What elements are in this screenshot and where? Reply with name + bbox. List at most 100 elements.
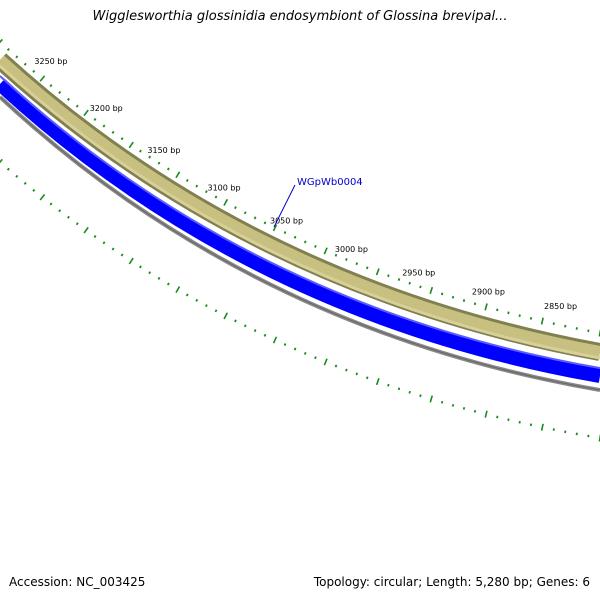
minor-tick xyxy=(365,266,369,270)
major-tick xyxy=(323,247,328,255)
minor-tick xyxy=(66,97,70,101)
minor-tick xyxy=(185,293,189,297)
major-tick xyxy=(223,198,229,206)
minor-tick xyxy=(204,190,208,194)
minor-tick xyxy=(345,368,348,372)
major-tick xyxy=(375,268,380,276)
minor-tick xyxy=(32,188,36,192)
minor-tick xyxy=(496,415,499,419)
minor-tick xyxy=(518,314,521,318)
map-title: Wigglesworthia glossinidia endosymbiont … xyxy=(92,9,508,24)
minor-tick xyxy=(473,409,477,413)
minor-tick xyxy=(243,211,247,215)
minor-tick xyxy=(157,161,161,165)
minor-tick xyxy=(462,299,466,302)
ruler-label: 3050 bp xyxy=(270,217,303,226)
gc-content-band xyxy=(0,55,600,358)
minor-tick xyxy=(185,178,189,182)
minor-tick xyxy=(355,372,359,376)
minor-tick xyxy=(75,222,79,226)
major-tick xyxy=(272,224,278,232)
minor-tick xyxy=(6,167,10,171)
major-tick xyxy=(175,286,181,293)
minor-tick xyxy=(419,285,422,289)
minor-tick xyxy=(243,324,247,328)
ruler-label: 2850 bp xyxy=(544,302,577,311)
major-tick xyxy=(83,226,89,234)
minor-tick xyxy=(15,55,19,59)
minor-tick xyxy=(293,347,297,351)
minor-tick xyxy=(552,322,555,325)
major-tick xyxy=(39,193,46,201)
minor-tick xyxy=(195,184,199,188)
minor-tick xyxy=(234,206,237,210)
minor-tick xyxy=(355,262,359,266)
forward-strand-highlight xyxy=(0,75,600,369)
minor-tick xyxy=(440,292,444,296)
minor-tick xyxy=(15,174,19,178)
minor-tick xyxy=(518,420,521,424)
minor-tick xyxy=(397,387,401,391)
minor-tick xyxy=(408,281,411,285)
minor-tick xyxy=(473,302,477,306)
minor-tick xyxy=(93,235,97,239)
major-tick xyxy=(323,358,328,366)
gene-label-wgpwb0004[interactable]: WGpWb0004 xyxy=(297,177,363,188)
gene-pointer-line xyxy=(273,184,296,228)
minor-tick xyxy=(204,304,208,308)
ruler-label: 3150 bp xyxy=(147,146,180,155)
minor-tick xyxy=(334,253,338,257)
major-tick xyxy=(128,257,134,265)
minor-tick xyxy=(6,47,10,51)
minor-tick xyxy=(387,274,390,278)
ruler-label: 3100 bp xyxy=(208,184,241,193)
minor-tick xyxy=(451,295,455,299)
minor-tick xyxy=(120,137,124,141)
minor-tick xyxy=(496,308,499,312)
minor-tick xyxy=(345,258,348,261)
major-tick xyxy=(223,312,229,320)
ruler-label: 2950 bp xyxy=(402,269,435,278)
minor-tick xyxy=(214,309,218,313)
minor-tick xyxy=(303,240,307,244)
minor-tick xyxy=(23,62,27,66)
major-tick xyxy=(375,377,380,386)
minor-tick xyxy=(529,423,533,427)
minor-tick xyxy=(507,418,510,422)
major-tick xyxy=(429,395,434,403)
minor-tick xyxy=(214,195,218,199)
minor-tick xyxy=(75,104,79,108)
minor-tick xyxy=(293,235,297,239)
minor-tick xyxy=(93,117,97,121)
major-tick xyxy=(83,109,89,117)
minor-tick xyxy=(67,215,70,219)
minor-tick xyxy=(462,407,466,410)
minor-tick xyxy=(303,351,307,355)
minor-tick xyxy=(408,390,411,394)
major-tick xyxy=(0,158,3,164)
gc-content-band-shade xyxy=(0,64,600,360)
major-tick xyxy=(39,75,46,82)
minor-tick xyxy=(111,130,115,134)
minor-tick xyxy=(32,69,36,73)
major-tick xyxy=(0,38,3,44)
minor-tick xyxy=(58,91,62,95)
minor-tick xyxy=(253,329,257,333)
minor-tick xyxy=(507,311,510,315)
minor-tick xyxy=(263,333,267,337)
minor-tick xyxy=(263,221,267,225)
accession-label: Accession: NC_003425 xyxy=(9,575,146,589)
ruler-labels: 3250 bp 3200 bp 3150 bp 3100 bp 3050 bp 3000 … xyxy=(34,57,577,311)
minor-tick xyxy=(283,343,287,347)
minor-tick xyxy=(451,403,455,407)
minor-tick xyxy=(139,265,142,269)
major-tick xyxy=(128,141,134,149)
major-tick xyxy=(484,410,488,418)
ruler-label: 3000 bp xyxy=(335,245,368,254)
minor-tick xyxy=(102,124,106,128)
minor-tick xyxy=(397,278,401,281)
backbone-ring-inner xyxy=(0,96,600,391)
ruler-label: 3250 bp xyxy=(34,57,67,66)
minor-tick xyxy=(166,167,170,171)
major-tick xyxy=(540,423,544,431)
